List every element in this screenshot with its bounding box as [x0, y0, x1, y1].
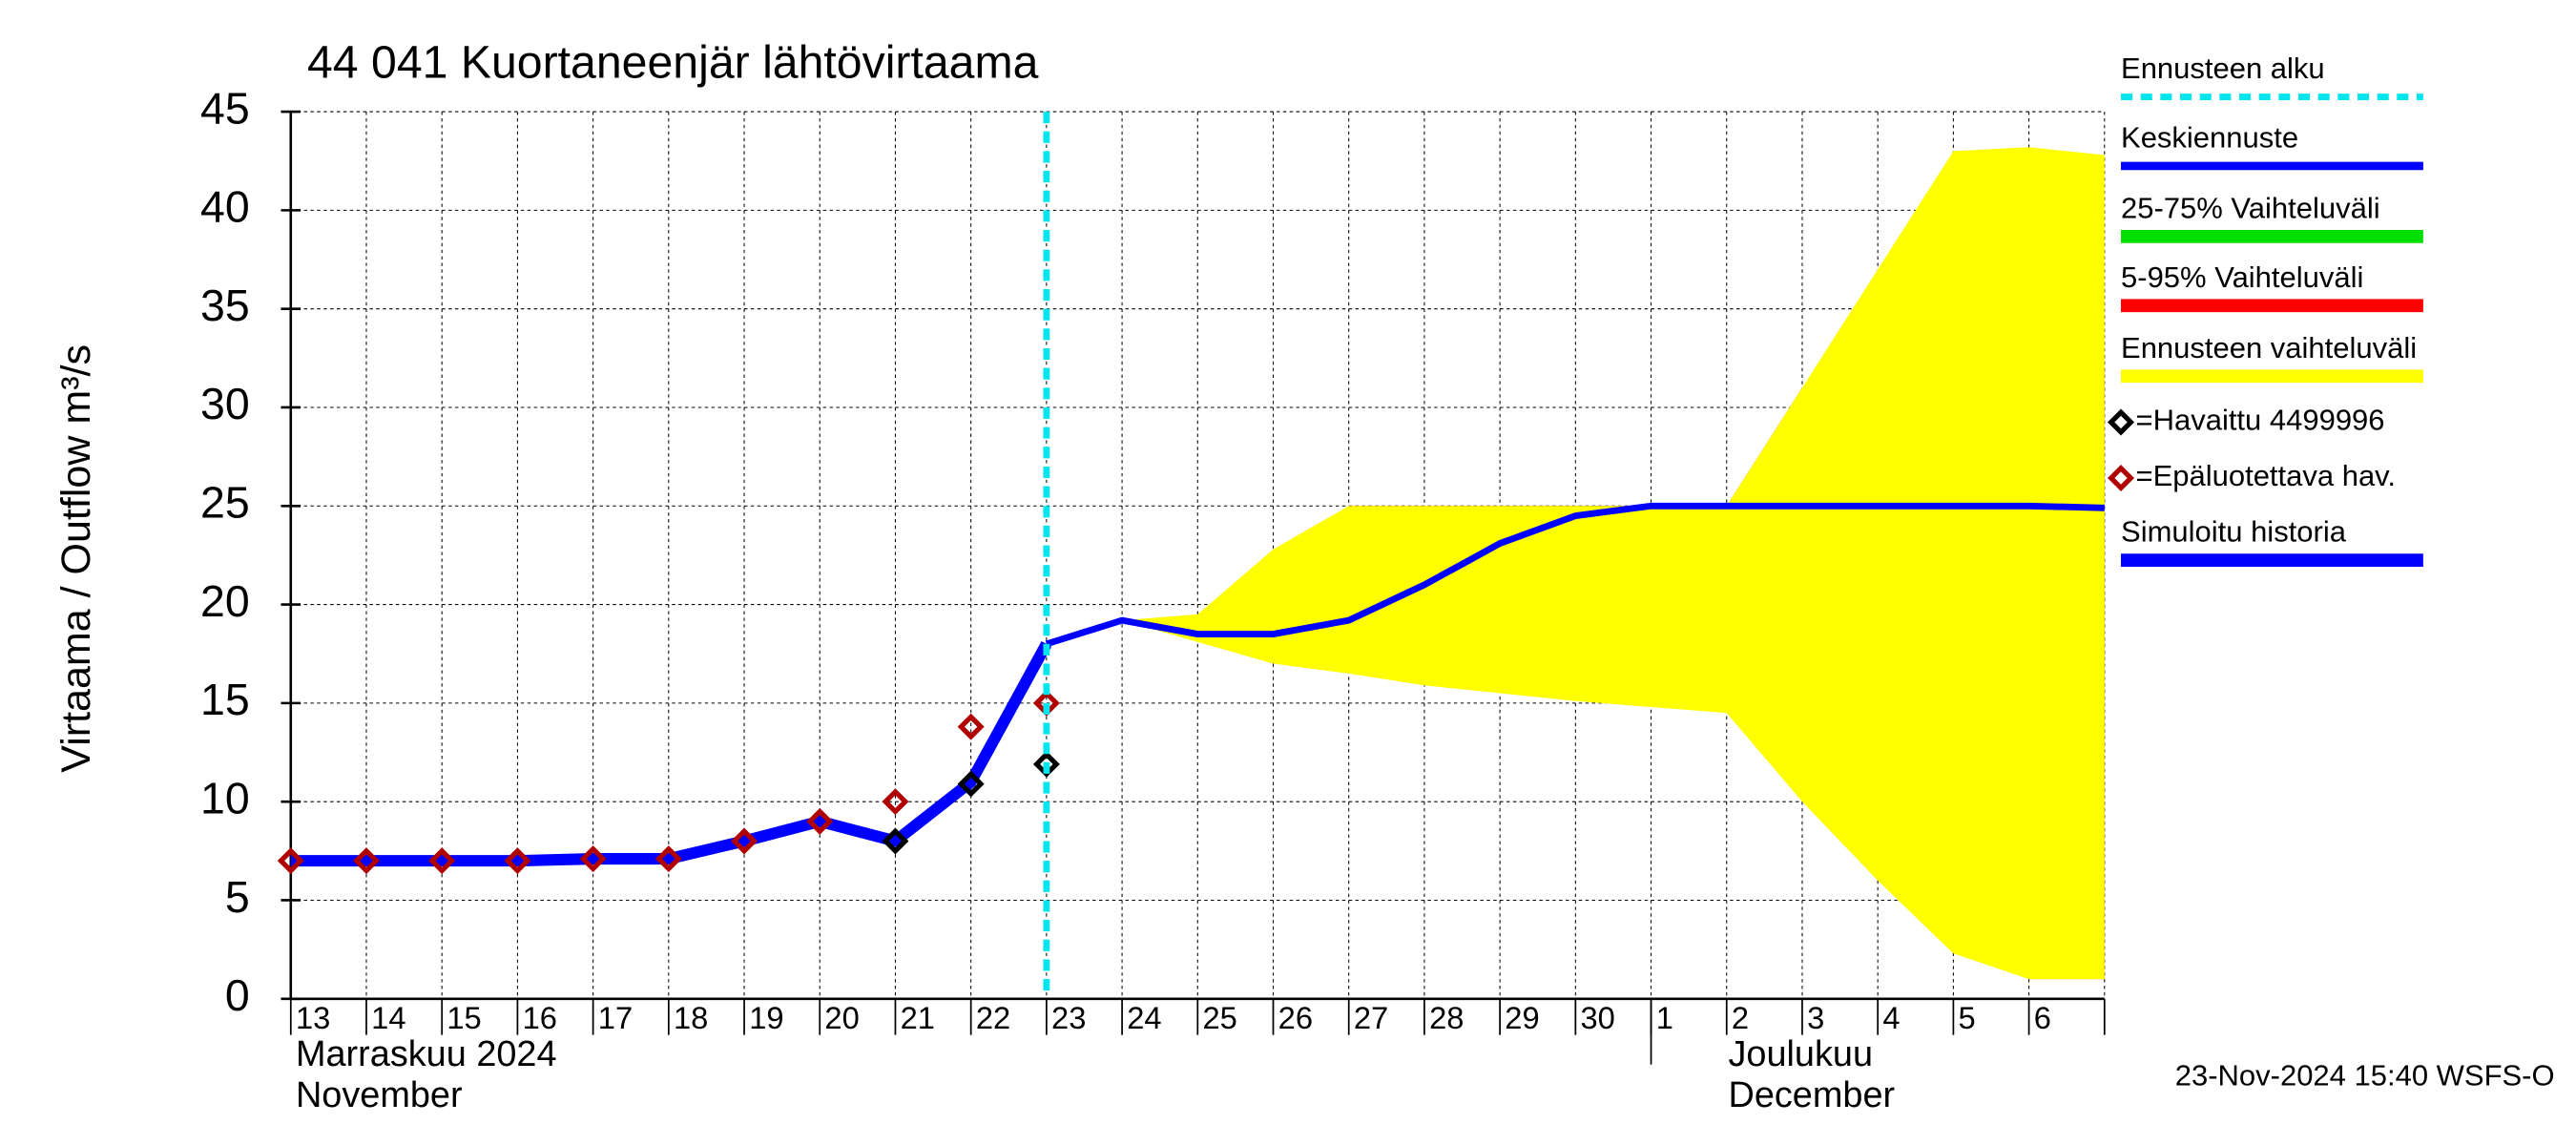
legend-label: =Havaittu 4499996 — [2136, 404, 2385, 437]
diamond-marker — [806, 807, 834, 835]
diamond-marker — [579, 845, 607, 873]
month-label: Marraskuu 2024 — [296, 1034, 557, 1074]
month-label: December — [1728, 1075, 1895, 1115]
diamond-marker — [731, 827, 758, 855]
x-tick-label: 17 — [598, 1000, 633, 1035]
month-label: Joulukuu — [1728, 1034, 1873, 1074]
line — [290, 640, 1052, 867]
legend-label: =Epäluotettava hav. — [2136, 459, 2396, 492]
x-tick-label: 1 — [1656, 1000, 1673, 1035]
diamond-marker — [504, 847, 531, 875]
diamond-marker — [882, 827, 909, 855]
y-axis-label: Virtaama / Outflow m³/s — [53, 344, 99, 773]
x-tick-label: 14 — [371, 1000, 405, 1035]
x-tick-label: 28 — [1429, 1000, 1464, 1035]
timestamp: 23-Nov-2024 15:40 WSFS-O — [2175, 1059, 2555, 1093]
y-tick-label: 25 — [200, 478, 250, 528]
legend-marker — [2108, 408, 2135, 436]
x-tick-label: 24 — [1127, 1000, 1161, 1035]
x-tick-label: 13 — [296, 1000, 330, 1035]
y-tick-label: 0 — [225, 970, 250, 1020]
x-tick-label: 21 — [901, 1000, 935, 1035]
x-tick-label: 29 — [1505, 1000, 1539, 1035]
x-tick-label: 30 — [1581, 1000, 1615, 1035]
y-tick-label: 45 — [200, 83, 250, 133]
x-tick-label: 20 — [824, 1000, 859, 1035]
x-tick-label: 25 — [1202, 1000, 1236, 1035]
legend-label: 25-75% Vaihteluväli — [2121, 192, 2380, 225]
y-tick-label: 10 — [200, 773, 250, 822]
y-tick-label: 5 — [225, 872, 250, 922]
diamond-marker — [882, 788, 909, 816]
line — [1045, 502, 2105, 648]
chart-title: 44 041 Kuortaneenjär lähtövirtaama — [307, 37, 1039, 89]
legend-label: Ennusteen alku — [2121, 52, 2325, 85]
x-tick-label: 22 — [976, 1000, 1010, 1035]
band — [1122, 147, 2105, 980]
diamond-marker — [1032, 750, 1060, 778]
diamond-marker — [353, 847, 380, 875]
y-tick-label: 30 — [200, 379, 250, 428]
y-tick-label: 15 — [200, 675, 250, 724]
x-tick-label: 26 — [1278, 1000, 1313, 1035]
diamond-marker — [277, 847, 304, 875]
x-tick-label: 2 — [1732, 1000, 1749, 1035]
diamond-marker — [428, 847, 456, 875]
diamond-marker — [654, 845, 682, 873]
x-tick-label: 19 — [749, 1000, 783, 1035]
diamond-marker — [957, 770, 985, 798]
x-tick-label: 27 — [1354, 1000, 1388, 1035]
x-tick-label: 23 — [1051, 1000, 1086, 1035]
legend-label: 5-95% Vaihteluväli — [2121, 260, 2363, 294]
x-tick-label: 15 — [447, 1000, 481, 1035]
legend-label: Simuloitu historia — [2121, 515, 2347, 549]
x-tick-label: 6 — [2034, 1000, 2051, 1035]
x-tick-label: 18 — [674, 1000, 708, 1035]
legend-label: Ennusteen vaihteluväli — [2121, 331, 2417, 364]
x-tick-label: 5 — [1959, 1000, 1976, 1035]
y-tick-label: 20 — [200, 576, 250, 626]
x-tick-label: 4 — [1882, 1000, 1900, 1035]
diamond-marker — [957, 713, 985, 740]
x-tick-label: 3 — [1807, 1000, 1824, 1035]
month-label: November — [296, 1075, 463, 1115]
x-tick-label: 16 — [523, 1000, 557, 1035]
legend-marker — [2108, 465, 2135, 491]
y-tick-label: 40 — [200, 182, 250, 232]
y-tick-label: 35 — [200, 281, 250, 330]
legend-label: Keskiennuste — [2121, 121, 2298, 155]
